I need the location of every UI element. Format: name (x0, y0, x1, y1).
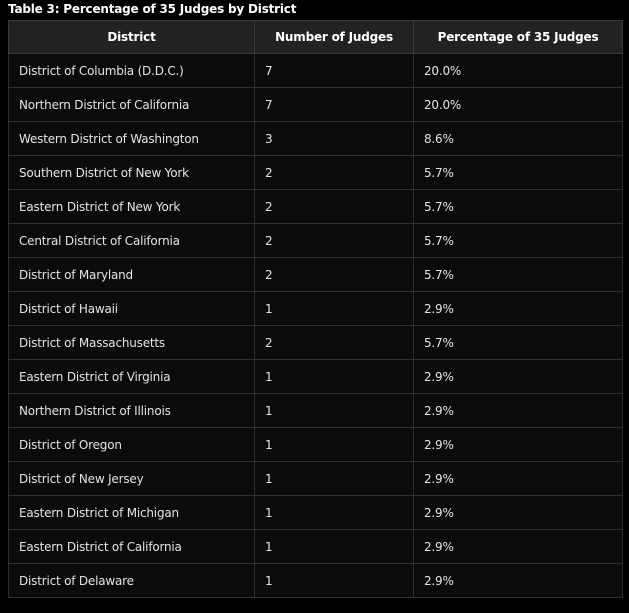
cell-district: District of Oregon (8, 427, 255, 462)
cell-district: Southern District of New York (8, 155, 255, 190)
column-header-number-of-judges: Number of Judges (254, 20, 414, 54)
table-header-row: District Number of Judges Percentage of … (8, 20, 623, 54)
table-caption: Table 3: Percentage of 35 Judges by Dist… (8, 2, 297, 16)
cell-district: Eastern District of Michigan (8, 495, 255, 530)
cell-percentage: 2.9% (413, 563, 623, 598)
table-row: Eastern District of New York 2 5.7% (8, 189, 623, 224)
table-row: Eastern District of Virginia 1 2.9% (8, 359, 623, 394)
cell-number-of-judges: 1 (254, 529, 414, 564)
cell-district: District of Columbia (D.D.C.) (8, 53, 255, 88)
cell-district: District of Hawaii (8, 291, 255, 326)
cell-percentage: 20.0% (413, 87, 623, 122)
cell-number-of-judges: 2 (254, 257, 414, 292)
cell-number-of-judges: 7 (254, 87, 414, 122)
cell-district: District of Massachusetts (8, 325, 255, 360)
cell-percentage: 5.7% (413, 155, 623, 190)
cell-number-of-judges: 1 (254, 359, 414, 394)
cell-percentage: 5.7% (413, 325, 623, 360)
table-row: Northern District of California 7 20.0% (8, 87, 623, 122)
table-row: Southern District of New York 2 5.7% (8, 155, 623, 190)
cell-number-of-judges: 2 (254, 223, 414, 258)
cell-number-of-judges: 1 (254, 291, 414, 326)
cell-number-of-judges: 1 (254, 393, 414, 428)
table-row: District of New Jersey 1 2.9% (8, 461, 623, 496)
table-row: District of Hawaii 1 2.9% (8, 291, 623, 326)
cell-percentage: 5.7% (413, 223, 623, 258)
cell-district: Northern District of California (8, 87, 255, 122)
cell-percentage: 2.9% (413, 495, 623, 530)
cell-number-of-judges: 7 (254, 53, 414, 88)
cell-number-of-judges: 2 (254, 325, 414, 360)
cell-number-of-judges: 1 (254, 461, 414, 496)
table-row: District of Oregon 1 2.9% (8, 427, 623, 462)
cell-district: District of Maryland (8, 257, 255, 292)
cell-percentage: 5.7% (413, 189, 623, 224)
cell-percentage: 2.9% (413, 359, 623, 394)
cell-district: Eastern District of Virginia (8, 359, 255, 394)
cell-percentage: 2.9% (413, 393, 623, 428)
table-row: Eastern District of Michigan 1 2.9% (8, 495, 623, 530)
cell-district: Northern District of Illinois (8, 393, 255, 428)
cell-district: District of New Jersey (8, 461, 255, 496)
cell-number-of-judges: 1 (254, 495, 414, 530)
cell-district: Eastern District of California (8, 529, 255, 564)
table-row: District of Delaware 1 2.9% (8, 563, 623, 598)
cell-district: Eastern District of New York (8, 189, 255, 224)
table-row: District of Massachusetts 2 5.7% (8, 325, 623, 360)
cell-percentage: 2.9% (413, 529, 623, 564)
cell-number-of-judges: 1 (254, 563, 414, 598)
table-row: Western District of Washington 3 8.6% (8, 121, 623, 156)
table-row: Northern District of Illinois 1 2.9% (8, 393, 623, 428)
cell-district: Central District of California (8, 223, 255, 258)
judges-by-district-table: District Number of Judges Percentage of … (8, 20, 623, 598)
cell-percentage: 2.9% (413, 427, 623, 462)
column-header-district: District (8, 20, 255, 54)
table-row: District of Maryland 2 5.7% (8, 257, 623, 292)
cell-number-of-judges: 2 (254, 155, 414, 190)
cell-percentage: 2.9% (413, 291, 623, 326)
cell-number-of-judges: 1 (254, 427, 414, 462)
cell-percentage: 5.7% (413, 257, 623, 292)
column-header-percentage: Percentage of 35 Judges (413, 20, 623, 54)
cell-percentage: 8.6% (413, 121, 623, 156)
table-row: Eastern District of California 1 2.9% (8, 529, 623, 564)
table-row: District of Columbia (D.D.C.) 7 20.0% (8, 53, 623, 88)
cell-district: District of Delaware (8, 563, 255, 598)
table-row: Central District of California 2 5.7% (8, 223, 623, 258)
cell-number-of-judges: 3 (254, 121, 414, 156)
cell-percentage: 2.9% (413, 461, 623, 496)
cell-district: Western District of Washington (8, 121, 255, 156)
cell-percentage: 20.0% (413, 53, 623, 88)
cell-number-of-judges: 2 (254, 189, 414, 224)
